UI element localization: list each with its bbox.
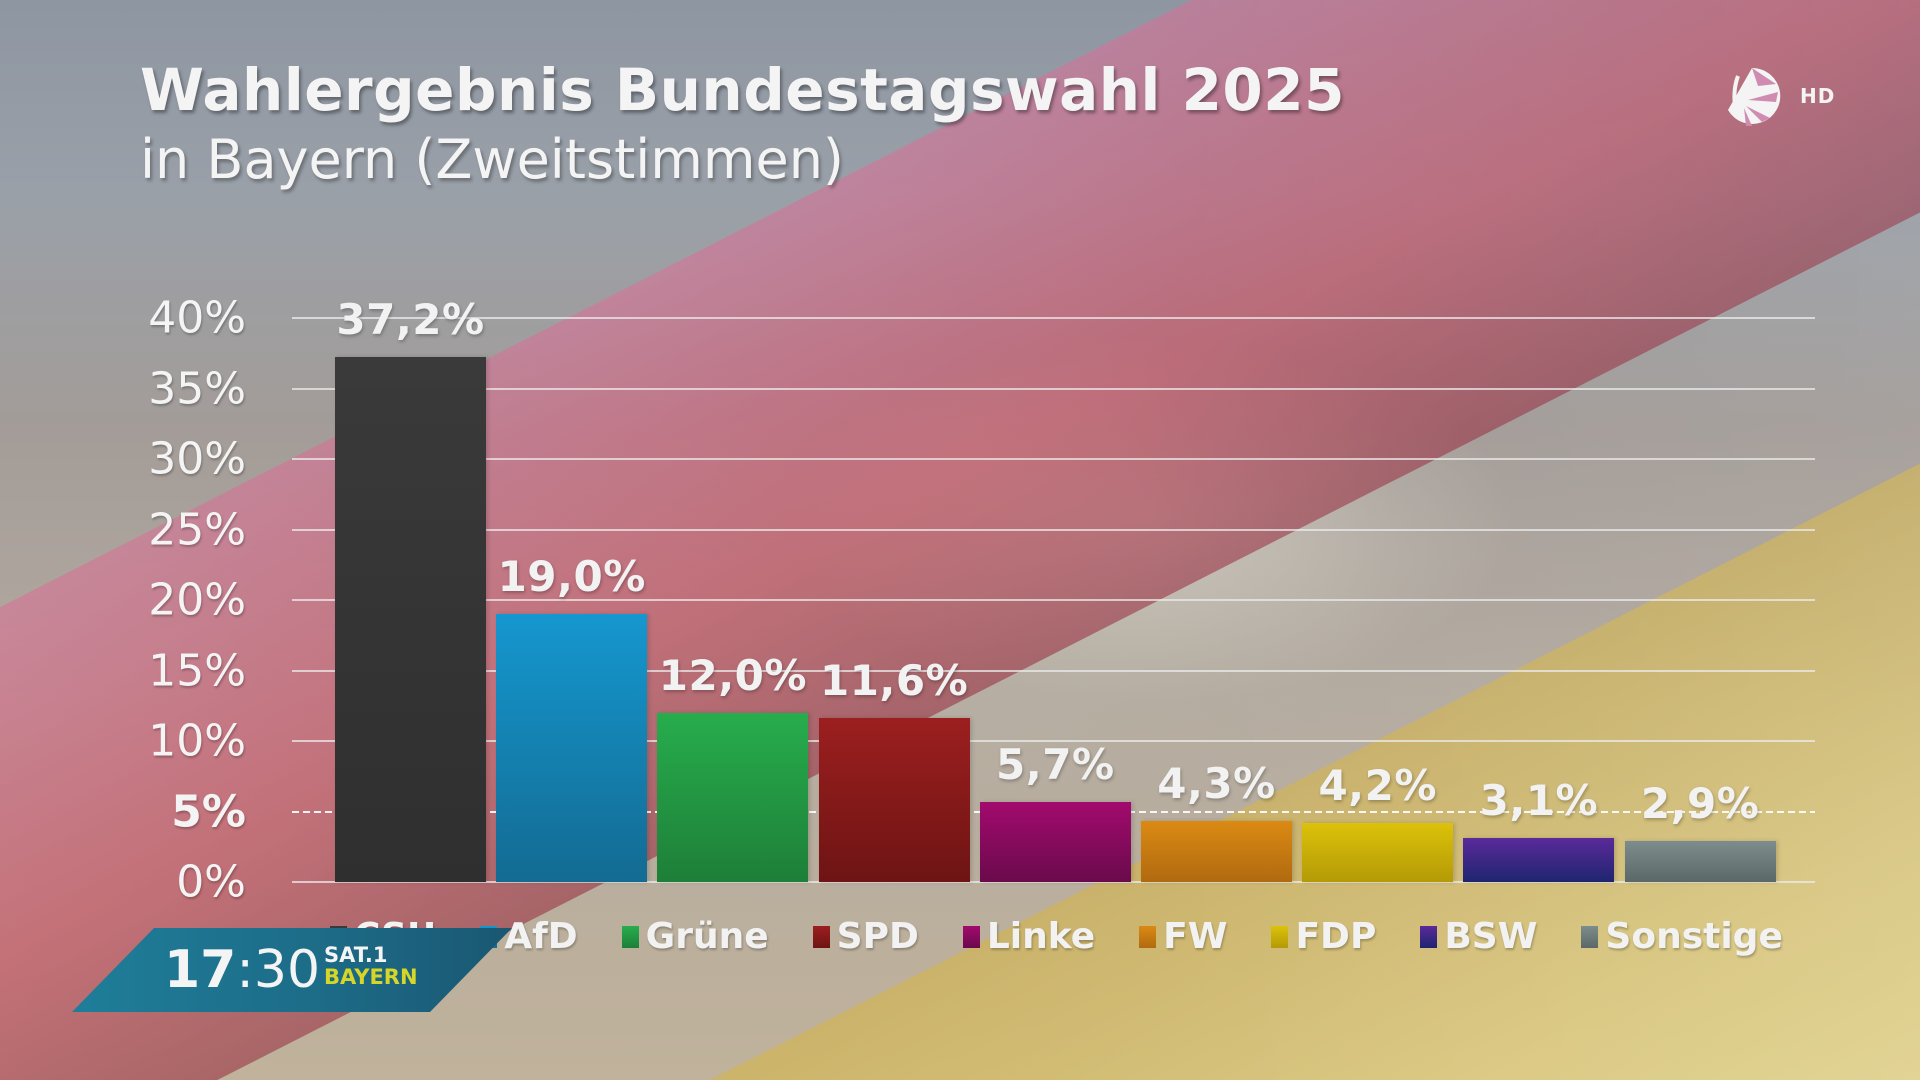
gridline <box>292 528 1815 531</box>
channel-region: BAYERN <box>324 965 418 989</box>
clock-time: 17:30 <box>164 940 320 1000</box>
value-label-linke: 5,7% <box>996 739 1115 789</box>
y-tick-label: 40% <box>148 292 246 344</box>
clock-separator: : <box>236 940 254 1000</box>
value-label-csu: 37,2% <box>336 295 485 345</box>
legend-item-linke: Linke <box>962 916 1096 957</box>
value-label-spd: 11,6% <box>819 656 969 706</box>
chart-subtitle: in Bayern (Zweitstimmen) <box>140 128 845 191</box>
gridline <box>292 599 1815 601</box>
bar-spd <box>818 718 970 882</box>
legend-label: AfD <box>504 916 578 957</box>
channel-name: SAT.1 <box>324 943 388 967</box>
value-label-grüne: 12,0% <box>658 650 807 700</box>
y-tick-label: 0% <box>176 856 246 908</box>
legend-swatch <box>1271 925 1289 948</box>
y-tick-label: 30% <box>148 433 246 485</box>
legend-label: Sonstige <box>1605 916 1783 957</box>
y-tick-label: 15% <box>148 645 246 696</box>
gridline <box>292 387 1815 390</box>
channel-brand: SAT.1 BAYERN <box>324 944 418 988</box>
bar-grüne <box>657 712 809 882</box>
bar-csu <box>335 357 486 882</box>
legend-swatch <box>962 925 980 948</box>
sat1-ball-icon <box>1728 67 1781 126</box>
legend-item-spd: SPD <box>812 916 919 957</box>
clock-badge: 17:30 SAT.1 BAYERN <box>72 928 512 1012</box>
bar-afd <box>496 614 648 882</box>
legend-label: SPD <box>836 916 919 957</box>
chart-title: Wahlergebnis Bundestagswahl 2025 <box>140 56 1345 124</box>
bar-sonstige <box>1624 841 1776 882</box>
legend-label: FDP <box>1295 916 1377 957</box>
legend-item-fdp: FDP <box>1271 916 1376 957</box>
legend-label: BSW <box>1444 916 1538 957</box>
bar-fdp <box>1302 822 1454 882</box>
gridline <box>292 317 1815 319</box>
legend-item-sonstige: Sonstige <box>1581 916 1783 957</box>
y-tick-label: 5% <box>171 786 246 837</box>
gridline <box>292 458 1815 460</box>
legend-item-fw: FW <box>1139 916 1227 957</box>
legend-swatch <box>812 925 830 948</box>
bar-fw <box>1141 821 1292 882</box>
gridline <box>292 881 1815 883</box>
legend-swatch <box>1139 925 1157 948</box>
value-label-fw: 4,3% <box>1157 759 1276 809</box>
clock-badge-background <box>72 928 512 1012</box>
chart-legend: CSUAfDGrüneSPDLinkeFWFDPBSWSonstige <box>330 916 1827 957</box>
channel-logo: HD <box>1718 62 1835 130</box>
legend-label: FW <box>1163 916 1228 957</box>
gridline <box>292 669 1815 672</box>
legend-item-grüne: Grüne <box>621 916 769 957</box>
clock-hours: 17 <box>164 940 237 1000</box>
y-tick-label: 25% <box>148 504 246 555</box>
legend-swatch <box>621 925 639 948</box>
legend-item-bsw: BSW <box>1420 916 1537 957</box>
y-tick-label: 10% <box>148 715 246 767</box>
value-label-bsw: 3,1% <box>1479 776 1599 826</box>
gridline <box>292 740 1815 742</box>
hd-badge: HD <box>1800 84 1836 108</box>
legend-swatch <box>1581 925 1599 948</box>
legend-label: Grüne <box>645 916 769 957</box>
value-label-sonstige: 2,9% <box>1640 779 1760 829</box>
clock-minutes: 30 <box>253 940 321 1000</box>
legend-label: Linke <box>986 916 1096 957</box>
value-label-fdp: 4,2% <box>1318 760 1437 810</box>
bar-linke <box>979 801 1131 882</box>
bar-bsw <box>1463 838 1615 882</box>
y-tick-label: 20% <box>148 574 246 626</box>
legend-swatch <box>1420 925 1438 948</box>
value-label-afd: 19,0% <box>497 552 646 602</box>
y-tick-label: 35% <box>148 363 246 414</box>
